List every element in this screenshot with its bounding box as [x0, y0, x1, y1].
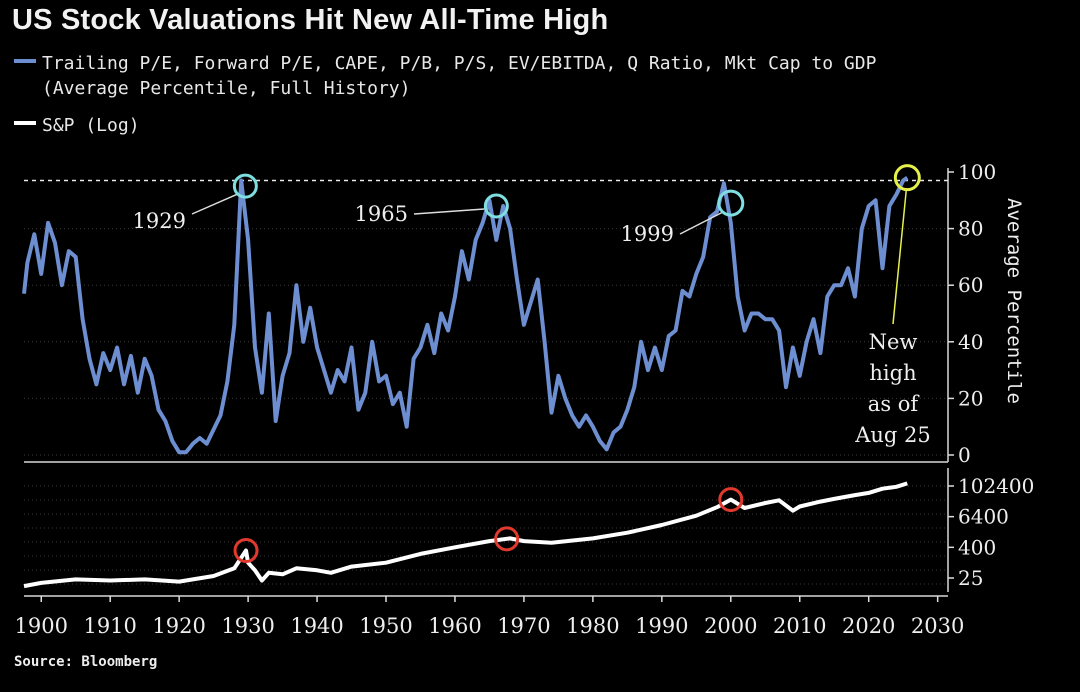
label-1999: 1999 [621, 222, 674, 246]
x-tick-label: 2030 [911, 614, 964, 638]
label-new-high-1: New [869, 330, 918, 354]
chart-title: US Stock Valuations Hit New All-Time Hig… [12, 4, 609, 36]
y-axis-title: Average Percentile [1003, 198, 1025, 404]
y-tick-label: 60 [958, 273, 983, 297]
legend-swatch-valuation [14, 59, 36, 63]
y-tick-label: 6400 [958, 505, 1009, 529]
x-tick-label: 1980 [566, 614, 619, 638]
x-tick-label: 1990 [635, 614, 688, 638]
legend-sp: S&P (Log) [14, 114, 140, 138]
label-new-high-3: as of [868, 392, 921, 416]
x-tick-label: 2000 [704, 614, 757, 638]
y-tick-label: 102400 [958, 474, 1034, 498]
sp-markers [233, 487, 744, 564]
y-tick-label: 40 [958, 330, 983, 354]
y-tick-label: 80 [958, 217, 983, 241]
y-tick-label: 400 [958, 535, 996, 559]
annotation-1965: 1965 [355, 193, 509, 226]
label-new-high-2: high [869, 361, 916, 385]
x-tick-label: 1950 [359, 614, 412, 638]
sp-marker-circle [718, 487, 744, 513]
marker-circle-1999 [717, 189, 745, 217]
x-tick-label: 1930 [221, 614, 274, 638]
sp-series-line [23, 481, 908, 589]
x-tick-label: 2010 [773, 614, 826, 638]
y-tick-label: 100 [958, 160, 996, 184]
label-1929: 1929 [133, 209, 186, 233]
legend-valuation: Trailing P/E, Forward P/E, CAPE, P/B, P/… [14, 52, 876, 76]
x-tick-label: 1960 [428, 614, 481, 638]
legend-swatch-sp [14, 121, 36, 125]
annotation-1999: 1999 [621, 189, 745, 246]
source-note: Source: Bloomberg [14, 654, 158, 670]
legend-sp-label: S&P (Log) [42, 115, 140, 136]
x-ticks: 1900 1910 1920 1930 1940 1950 1960 1970 1980 1990… [15, 596, 964, 638]
marker-circle-1965 [483, 193, 509, 219]
legend-valuation-label: Trailing P/E, Forward P/E, CAPE, P/B, P/… [42, 53, 877, 74]
top-y-ticks: 100 80 60 40 20 0 [948, 160, 996, 467]
y-tick-label: 20 [958, 386, 983, 410]
top-panel-grid [24, 228, 948, 456]
y-tick-label: 0 [958, 443, 971, 467]
sp-marker-circle [494, 526, 520, 552]
label-1965: 1965 [355, 202, 408, 226]
sp-marker-circle [233, 538, 259, 564]
bottom-y-ticks: 102400 6400 400 25 [948, 474, 1034, 590]
legend-valuation-sub: (Average Percentile, Full History) [42, 78, 411, 99]
x-tick-label: 1920 [152, 614, 205, 638]
valuation-series-line [22, 176, 909, 455]
x-tick-label: 1900 [15, 614, 68, 638]
annotation-new-high: New high as of Aug 25 [854, 164, 931, 447]
bottom-panel-grid [24, 485, 948, 585]
marker-circle-1929 [232, 173, 258, 199]
x-tick-label: 2020 [842, 614, 895, 638]
label-new-high-4: Aug 25 [854, 423, 931, 447]
annotation-1929: 1929 [133, 173, 258, 233]
marker-circle-new-high [893, 164, 921, 192]
x-tick-label: 1970 [497, 614, 550, 638]
x-tick-label: 1940 [290, 614, 343, 638]
x-tick-label: 1910 [83, 614, 136, 638]
y-tick-label: 25 [958, 566, 983, 590]
